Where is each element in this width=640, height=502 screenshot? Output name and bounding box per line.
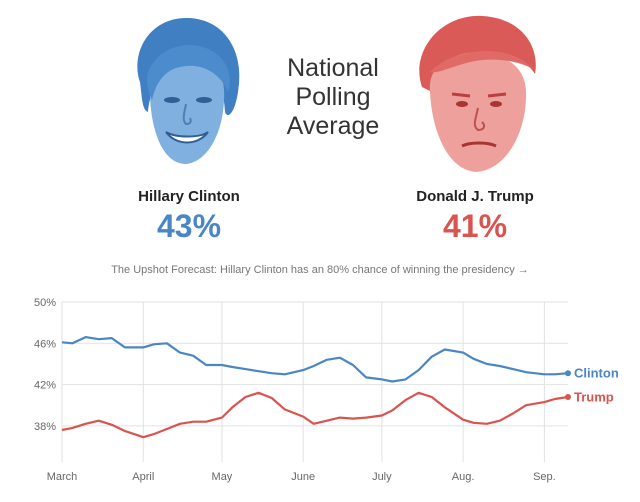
candidate-name-clinton: Hillary Clinton <box>138 188 240 205</box>
trump-face-shape <box>429 54 527 172</box>
x-tick-label: Aug. <box>452 471 475 483</box>
series-endpoint-trump <box>565 393 571 400</box>
forecast-line: The Upshot Forecast: Hillary Clinton has… <box>0 264 640 276</box>
series-endpoint-clinton <box>565 370 571 377</box>
y-tick-label: 42% <box>34 380 56 392</box>
clinton-hair <box>137 17 240 116</box>
clinton-face <box>137 17 240 164</box>
clinton-hair-front <box>147 45 230 100</box>
series-line-clinton <box>61 336 569 383</box>
x-tick-label: Sep. <box>533 471 556 483</box>
series-label-trump: Trump <box>574 389 614 404</box>
trump-face <box>419 15 536 172</box>
title-line: Average <box>286 112 380 140</box>
candidate-name-trump: Donald J. Trump <box>416 188 534 205</box>
series-label-clinton: Clinton <box>574 366 619 381</box>
y-tick-label: 46% <box>34 338 56 350</box>
x-tick-label: March <box>47 471 78 483</box>
candidate-percent-clinton: 43% <box>156 208 222 244</box>
x-tick-label: July <box>372 471 392 483</box>
y-tick-label: 50% <box>34 297 56 309</box>
series-line-trump <box>61 391 569 439</box>
trump-hair <box>419 15 536 92</box>
chart-title: National Polling Average <box>268 54 398 141</box>
title-line: National <box>287 54 379 82</box>
title-line: Polling <box>295 83 371 111</box>
y-tick-label: 38% <box>34 421 56 433</box>
x-tick-label: April <box>132 471 154 483</box>
x-tick-label: June <box>291 471 315 483</box>
polling-line-chart: 50% 46% 42% 38% March April May June July Aug. Sep… <box>34 297 619 483</box>
x-tick-label: May <box>212 471 233 483</box>
candidate-percent-trump: 41% <box>442 208 508 244</box>
forecast-link[interactable]: The Upshot Forecast: Hillary Clinton has… <box>111 264 529 276</box>
